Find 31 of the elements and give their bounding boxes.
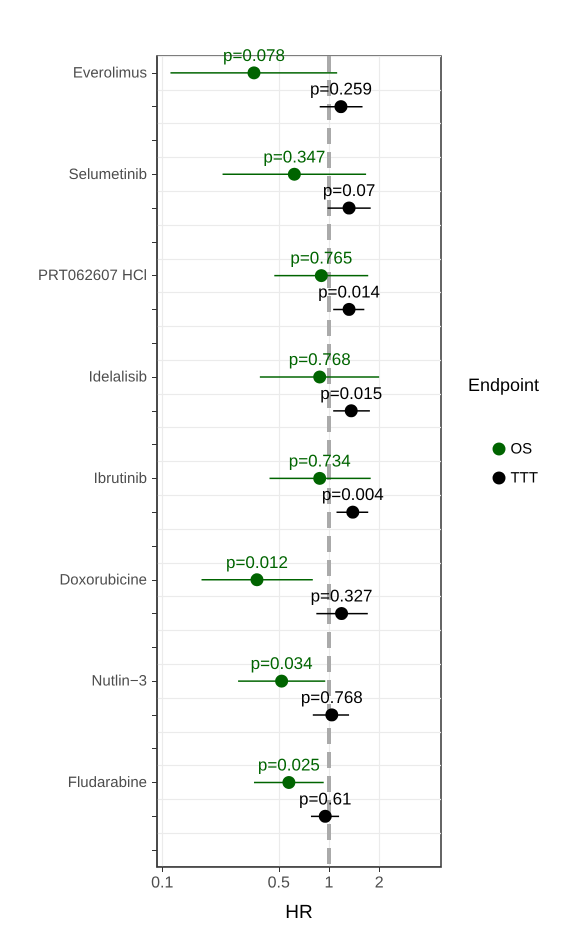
y-tick-label: Nutlin−3 [92,672,147,690]
x-tick-label: 1 [324,874,334,892]
x-tick-label: 0.5 [268,874,290,892]
y-tick-label: Fludarabine [68,774,147,792]
annotation: p=0.327 [310,586,373,606]
legend-title: Endpoint [468,375,540,395]
annotation: p=0.025 [258,756,320,775]
annotation: p=0.034 [250,654,313,674]
x-tick-label: 2 [374,874,384,892]
y-tick-label: Idelalisib [88,368,147,386]
annotation: p=0.015 [320,384,382,403]
y-tick-label: Everolimus [72,64,147,82]
x-tick-label: 0.1 [151,874,174,892]
annotation: p=0.768 [300,688,363,707]
legend-label: TTT [510,470,538,486]
annotation: p=0.768 [288,350,351,370]
annotation: p=0.259 [310,80,372,99]
y-tick-label: PRT062607 HCl [38,267,147,284]
y-tick-label: Selumetinib [68,166,147,183]
annotation: p=0.734 [288,451,351,470]
annotation: p=0.004 [322,485,384,504]
annotation: p=0.014 [318,282,380,302]
annotation: p=0.765 [290,248,352,268]
annotation: p=0.61 [299,789,352,808]
y-tick-label: Ibrutinib [94,470,147,487]
annotation: p=0.07 [322,181,376,200]
y-tick-label: Doxorubicine [59,571,147,588]
x-axis-title: HR [285,902,313,923]
annotation: p=0.347 [263,147,326,166]
annotation: p=0.012 [226,552,288,572]
legend-label: OS [510,440,532,458]
